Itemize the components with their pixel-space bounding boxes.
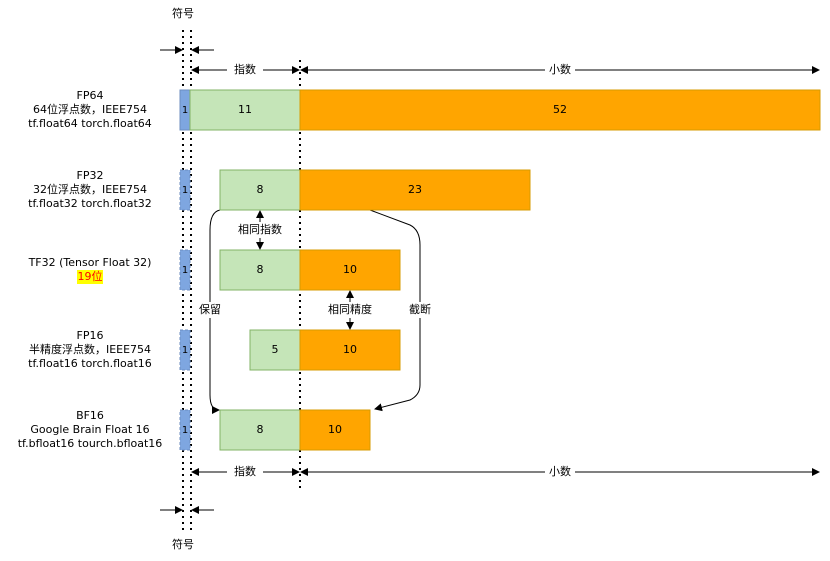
sign-box — [179, 169, 191, 211]
format-desc: tf.bfloat16 tourch.bfloat16 — [18, 437, 163, 450]
mantissa-box — [299, 169, 531, 211]
exponent-label: 指数 — [234, 62, 256, 76]
mantissa-box — [299, 249, 401, 291]
sign-label: 符号 — [172, 7, 194, 20]
mantissa-box — [299, 409, 371, 451]
mantissa-bits: 10 — [343, 263, 357, 276]
highlight — [77, 270, 103, 284]
exponent-bits: 5 — [272, 343, 279, 356]
sign-bits: 1 — [182, 105, 188, 116]
format-name: FP64 — [77, 89, 104, 102]
mantissa-bits: 10 — [343, 343, 357, 356]
exponent-bits: 8 — [257, 183, 264, 196]
exponent-box — [219, 249, 301, 291]
mantissa-box — [299, 89, 821, 131]
mantissa-bits: 10 — [328, 423, 342, 436]
sign-box — [179, 249, 191, 291]
annotation: 相同精度 — [328, 302, 372, 316]
sign-bits: 1 — [182, 265, 188, 276]
format-name: FP32 — [77, 169, 104, 182]
sign-bits: 1 — [182, 425, 188, 436]
mantissa-bits: 23 — [408, 183, 422, 196]
exponent-box — [249, 329, 301, 371]
format-name: FP16 — [77, 329, 104, 342]
annotation: 保留 — [199, 302, 221, 316]
exponent-bits: 11 — [238, 103, 252, 116]
exponent-bits: 8 — [257, 263, 264, 276]
sign-bits: 1 — [182, 345, 188, 356]
sign-box — [179, 329, 191, 371]
sign-bits: 1 — [182, 185, 188, 196]
format-name: BF16 — [76, 409, 104, 422]
exponent-bits: 8 — [257, 423, 264, 436]
exponent-label: 指数 — [234, 464, 256, 478]
format-desc: tf.float16 torch.float16 — [28, 357, 152, 370]
mantissa-box — [299, 329, 401, 371]
annotation: 相同指数 — [238, 222, 282, 236]
mantissa-label: 小数 — [549, 63, 571, 76]
format-desc: 64位浮点数，IEEE754 — [33, 102, 147, 116]
format-desc: 19位 — [78, 269, 103, 283]
format-desc: tf.float32 torch.float32 — [28, 197, 152, 210]
mantissa-label: 小数 — [549, 465, 571, 478]
format-desc: 半精度浮点数，IEEE754 — [29, 342, 151, 356]
format-desc: Google Brain Float 16 — [30, 423, 149, 436]
format-desc: 32位浮点数，IEEE754 — [33, 182, 147, 196]
sign-label: 符号 — [172, 538, 194, 551]
annotation: 截断 — [409, 302, 431, 316]
exponent-box — [219, 409, 301, 451]
format-desc: tf.float64 torch.float64 — [28, 117, 152, 130]
sign-box — [179, 409, 191, 451]
mantissa-bits: 52 — [553, 103, 567, 116]
format-name: TF32 (Tensor Float 32) — [28, 256, 152, 269]
